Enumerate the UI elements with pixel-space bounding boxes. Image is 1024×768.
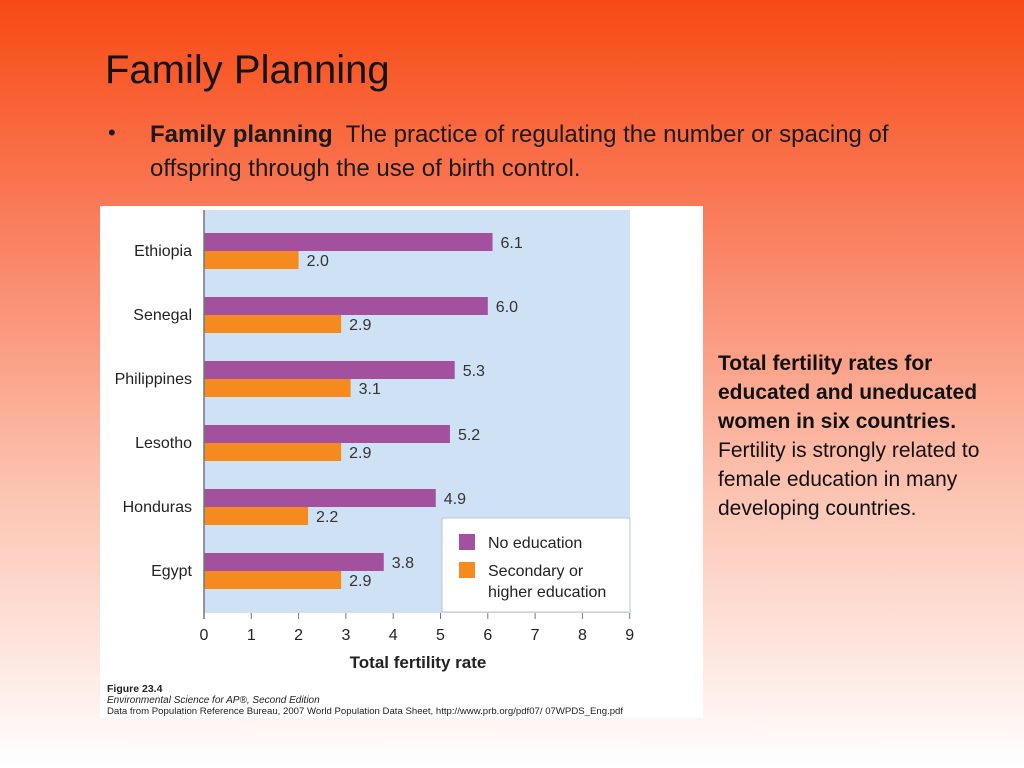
slide-title: Family Planning: [105, 48, 390, 92]
value-label-philippines-secondary: 3.1: [359, 381, 381, 398]
category-label-lesotho: Lesotho: [135, 435, 192, 452]
bar-egypt-secondary: [204, 571, 342, 589]
bar-egypt-no-education: [204, 553, 384, 571]
definition-text: Family planning The practice of regulati…: [150, 118, 890, 186]
fertility-chart: Ethiopia 6.1 2.0 Senegal 6.0 2.9 Philippines 5.…: [107, 210, 634, 717]
x-tick-label-8: 8: [578, 627, 587, 644]
x-tick-label-6: 6: [483, 627, 492, 644]
legend: No education Secondary or higher educati…: [441, 517, 631, 613]
caption-text: Fertility is strongly related to female …: [718, 439, 980, 520]
definition-term: Family planning: [150, 121, 333, 148]
definition-body: The practice of regulating the number or…: [150, 121, 889, 182]
figure-label: Figure 23.4: [107, 683, 163, 695]
bar-ethiopia-secondary: [204, 251, 299, 269]
x-tick-label-5: 5: [436, 627, 445, 644]
category-label-philippines: Philippines: [115, 371, 192, 388]
bar-senegal-no-education: [204, 297, 488, 315]
value-label-lesotho-secondary: 2.9: [349, 445, 371, 462]
x-tick-label-4: 4: [389, 627, 398, 644]
category-label-ethiopia: Ethiopia: [134, 243, 192, 260]
bar-philippines-no-education: [204, 361, 455, 379]
bar-senegal-secondary: [204, 315, 342, 333]
legend-label-no-education: No education: [488, 535, 582, 552]
value-label-ethiopia-no-education: 6.1: [501, 235, 523, 252]
x-tick-label-9: 9: [625, 627, 634, 644]
value-label-lesotho-no-education: 5.2: [458, 427, 480, 444]
bar-lesotho-no-education: [204, 425, 450, 443]
x-axis-title: Total fertility rate: [350, 653, 487, 672]
bar-ethiopia-no-education: [204, 233, 493, 251]
bar-honduras-no-education: [204, 489, 436, 507]
value-label-philippines-no-education: 5.3: [463, 363, 485, 380]
figure-source-data: Data from Population Reference Bureau, 2…: [107, 706, 623, 717]
x-tick-label-7: 7: [531, 627, 540, 644]
legend-label-secondary-line2: higher education: [488, 584, 606, 601]
figure-source-book: Environmental Science for AP®, Second Ed…: [107, 695, 320, 706]
category-label-egypt: Egypt: [151, 563, 192, 580]
category-label-senegal: Senegal: [133, 307, 192, 324]
value-label-egypt-secondary: 2.9: [349, 573, 371, 590]
x-tick-label-3: 3: [341, 627, 350, 644]
figure-caption: Total fertility rates for educated and u…: [718, 349, 1003, 523]
legend-swatch-secondary: [459, 562, 475, 578]
x-tick-label-2: 2: [294, 627, 303, 644]
bullet-marker: •: [108, 120, 116, 145]
caption-bold: Total fertility rates for educated and u…: [718, 352, 978, 433]
bar-honduras-secondary: [204, 507, 309, 525]
value-label-honduras-secondary: 2.2: [316, 509, 338, 526]
legend-swatch-no-education: [459, 534, 475, 550]
bar-philippines-secondary: [204, 379, 351, 397]
category-label-honduras: Honduras: [123, 499, 192, 516]
value-label-honduras-no-education: 4.9: [444, 491, 466, 508]
bar-lesotho-secondary: [204, 443, 342, 461]
x-tick-label-0: 0: [200, 627, 209, 644]
x-tick-label-1: 1: [247, 627, 256, 644]
value-label-senegal-secondary: 2.9: [349, 317, 371, 334]
value-label-senegal-no-education: 6.0: [496, 299, 518, 316]
legend-label-secondary-line1: Secondary or: [488, 563, 584, 580]
value-label-ethiopia-secondary: 2.0: [307, 253, 329, 270]
value-label-egypt-no-education: 3.8: [392, 555, 414, 572]
figure-panel: Ethiopia 6.1 2.0 Senegal 6.0 2.9 Philippines 5.…: [100, 206, 703, 718]
